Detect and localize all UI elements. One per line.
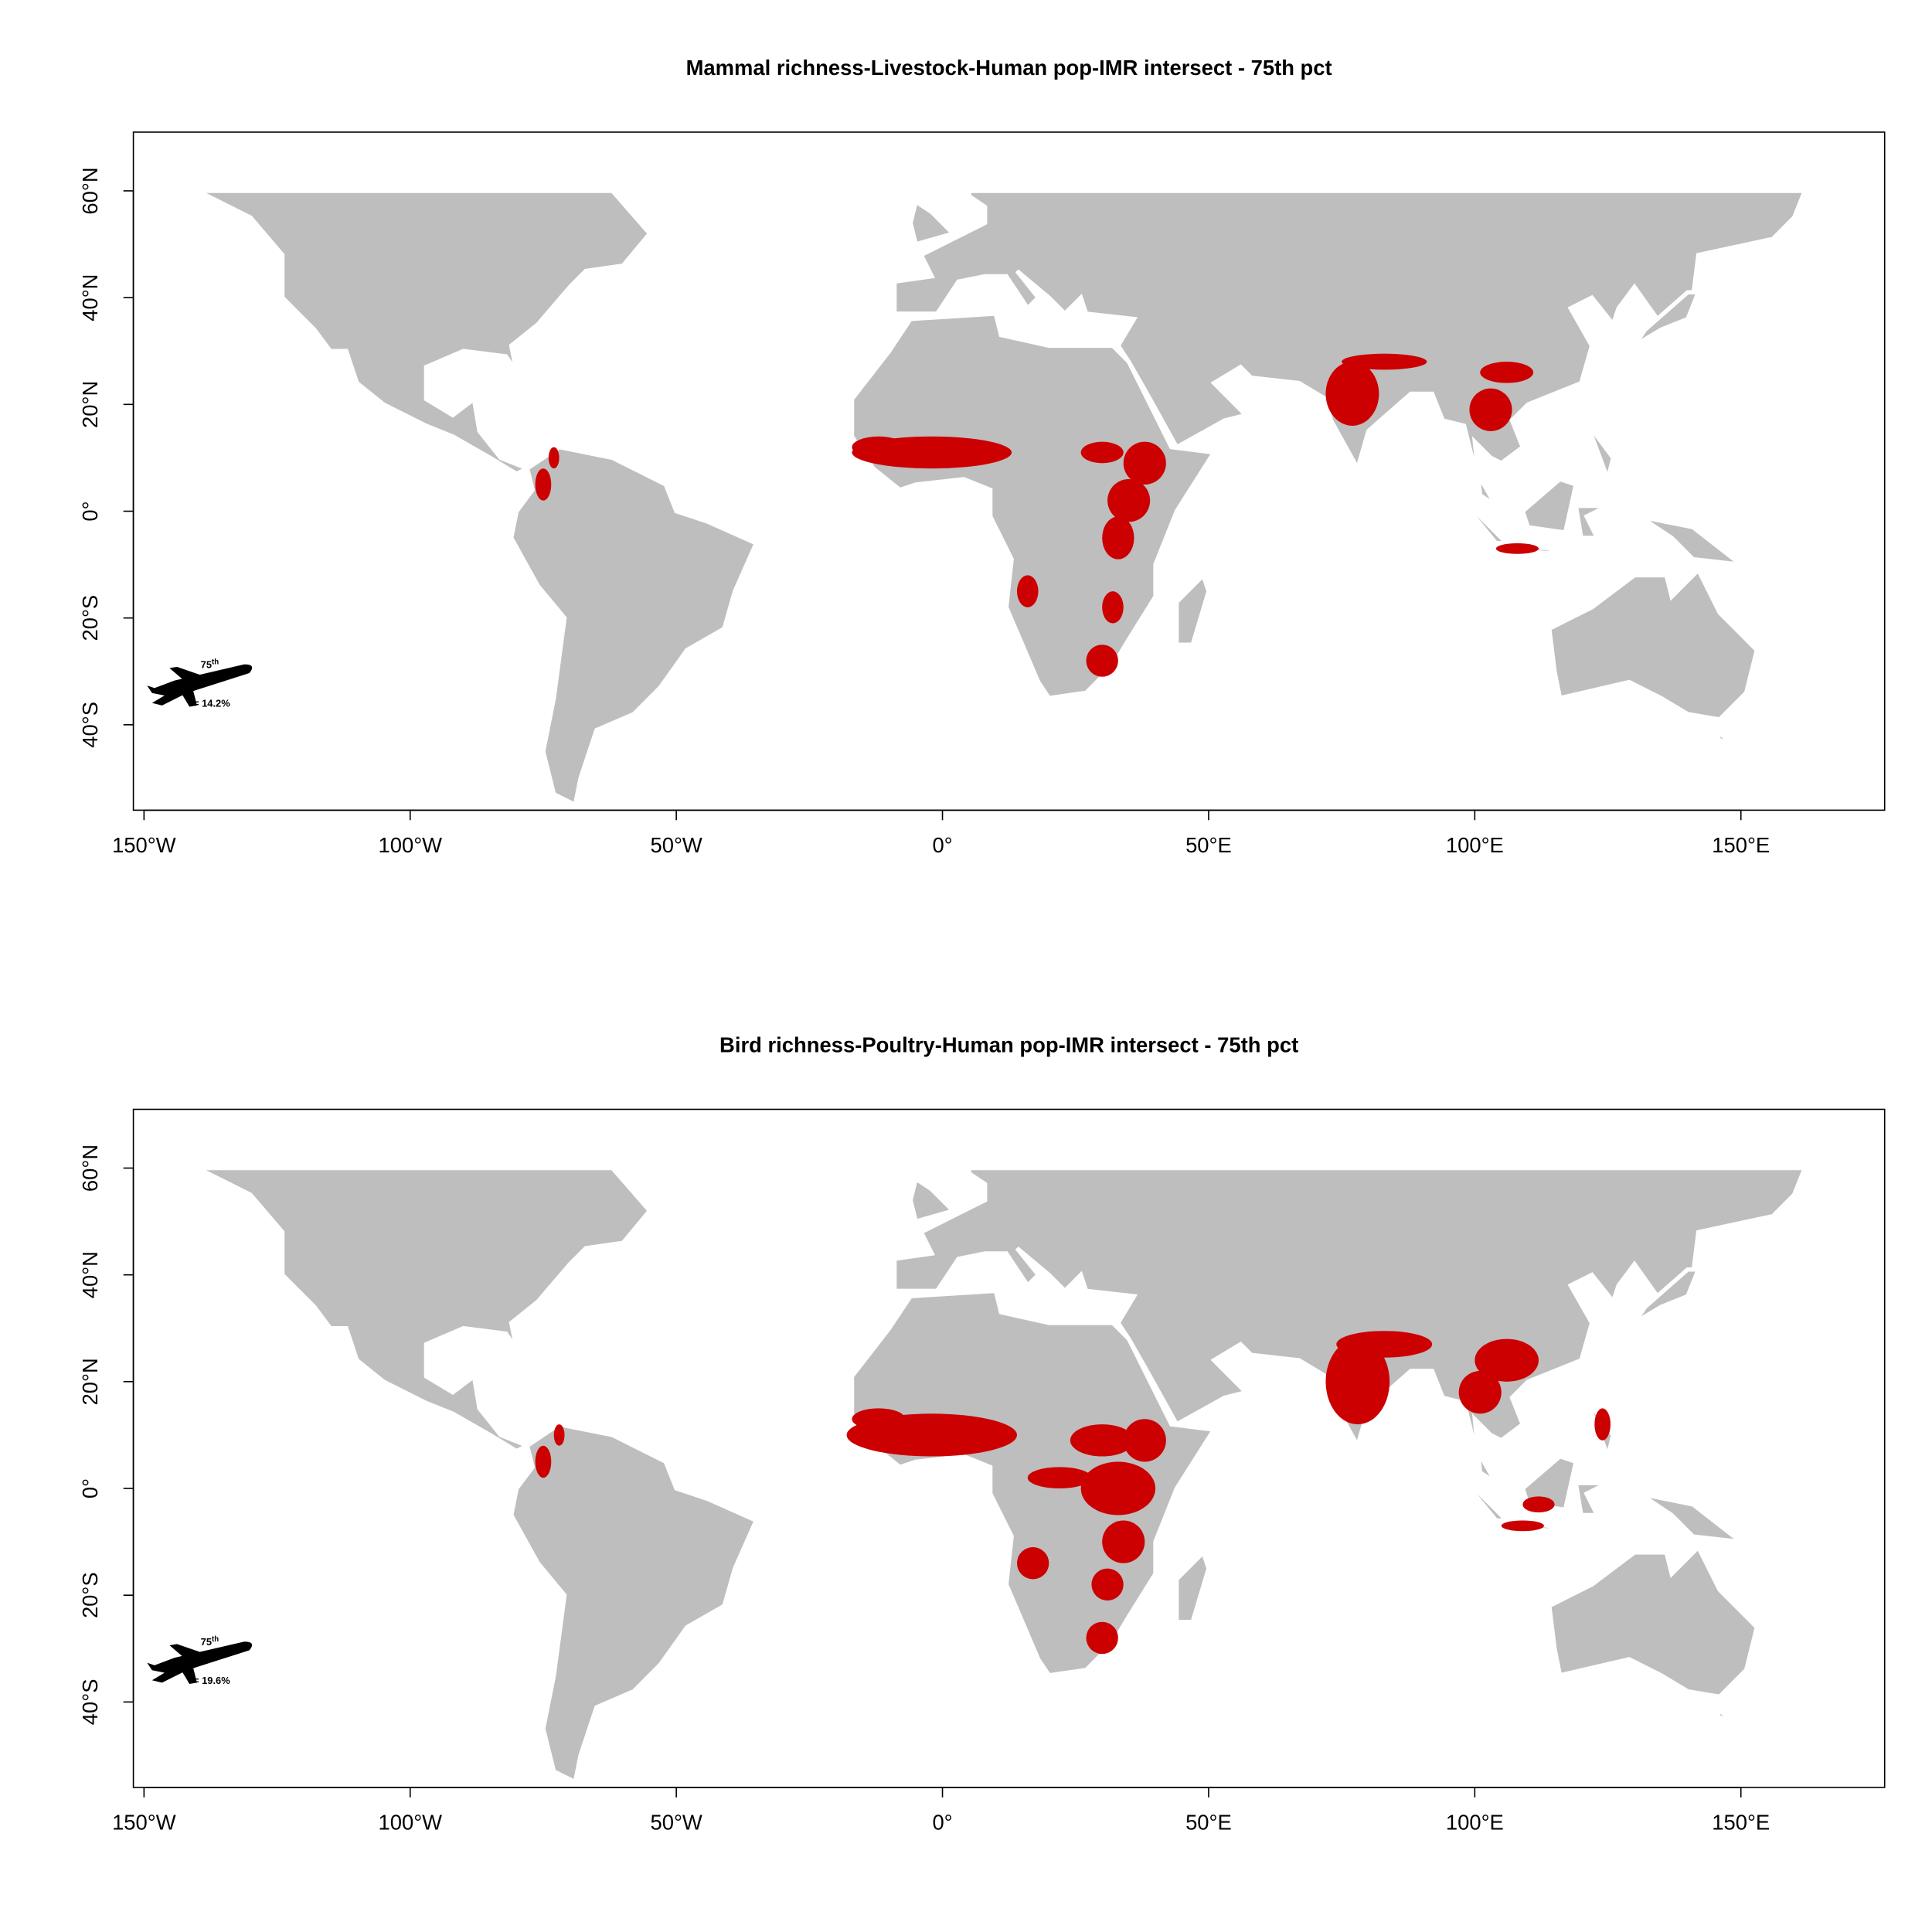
map [144,1168,1804,1782]
y-tick-label: 20°S [78,1572,102,1618]
geo [144,1168,1804,1782]
y-tick-label: 20°S [78,595,102,641]
panel-title: Bird richness-Poultry-Human pop-IMR inte… [719,1032,1298,1056]
map-panel: Mammal richness-Livestock-Human pop-IMR … [78,56,1886,857]
y-tick-label: 40°S [78,702,102,748]
x-tick-label: 0° [932,833,952,857]
legend-share: = 14.2% [193,698,230,709]
y-tick-label: 40°N [78,1251,102,1298]
y-tick-label: 60°N [78,167,102,214]
x-tick-label: 100°E [1446,1811,1504,1835]
y-tick-label: 20°N [78,381,102,428]
land [144,191,1804,805]
x-tick-label: 150°W [112,833,176,857]
y-tick-label: 40°S [78,1679,102,1725]
y-tick-label: 0° [78,1478,102,1498]
x-tick-label: 150°W [112,1811,176,1835]
legend-percentile: 75th [201,1635,219,1648]
map-panel: Bird richness-Poultry-Human pop-IMR inte… [78,1032,1886,1835]
x-tick-label: 150°E [1712,1811,1770,1835]
legend-suffix: th [212,658,219,667]
x-tick-label: 100°W [378,1811,442,1835]
x-tick-label: 100°W [378,833,442,857]
legend-suffix: th [212,1635,219,1644]
y-tick-label: 60°N [78,1145,102,1192]
x-tick-label: 50°W [650,1811,702,1835]
y-tick-label: 0° [78,501,102,521]
x-tick-label: 150°E [1712,833,1770,857]
land [144,1168,1804,1782]
legend: 75th = 19.6% [147,1635,253,1686]
legend: 75th = 14.2% [147,658,253,709]
map [144,191,1804,805]
y-tick-label: 20°N [78,1358,102,1405]
x-tick-label: 50°W [650,833,702,857]
y-tick-label: 40°N [78,274,102,321]
x-tick-label: 50°E [1185,833,1232,857]
geo [144,191,1804,805]
x-tick-label: 50°E [1185,1811,1232,1835]
legend-share: = 19.6% [193,1675,230,1686]
legend-percentile: 75th [201,658,219,671]
x-tick-label: 0° [932,1811,952,1835]
panel-title: Mammal richness-Livestock-Human pop-IMR … [686,56,1332,80]
x-tick-label: 100°E [1446,833,1504,857]
